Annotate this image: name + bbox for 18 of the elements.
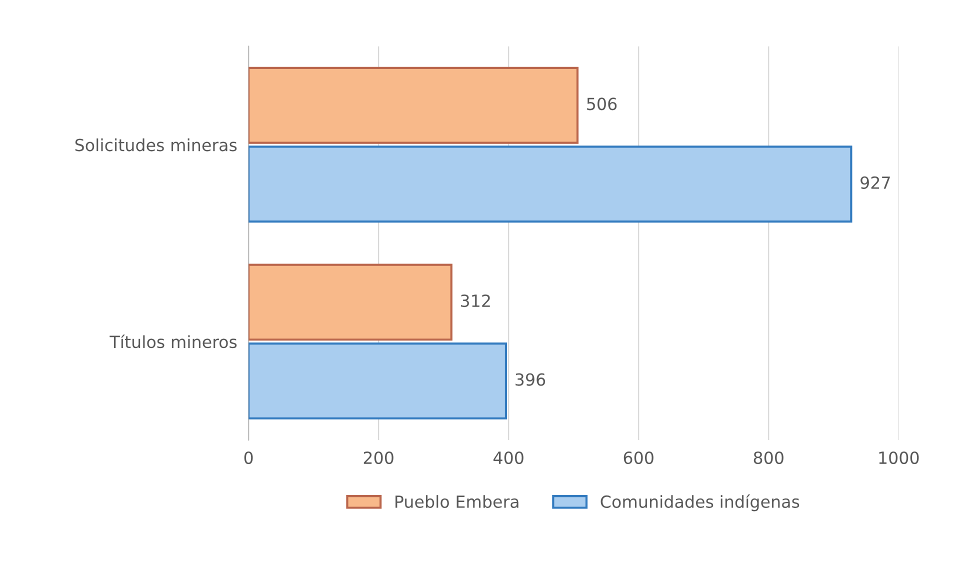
x-tick-label: 800	[754, 451, 784, 464]
x-tick-label: 200	[364, 451, 394, 464]
data-label: 506	[587, 98, 617, 110]
legend-label: Pueblo Embera	[396, 495, 518, 508]
x-tick-label: 0	[244, 451, 253, 464]
legend-label: Comunidades indígenas	[600, 494, 800, 512]
bar	[248, 264, 452, 341]
data-label: 927	[860, 176, 890, 189]
bar	[248, 342, 508, 420]
bar	[248, 146, 852, 223]
x-tick-label: 600	[624, 451, 654, 464]
data-label: 396	[516, 373, 546, 386]
y-tick-label: Títulos mineros	[110, 334, 237, 348]
data-label: 312	[460, 294, 490, 308]
y-tick-label: Solicitudes mineras	[75, 138, 237, 152]
bar	[248, 66, 579, 144]
x-tick-label: 400	[494, 451, 524, 464]
x-tick-label: 1000	[879, 451, 919, 464]
